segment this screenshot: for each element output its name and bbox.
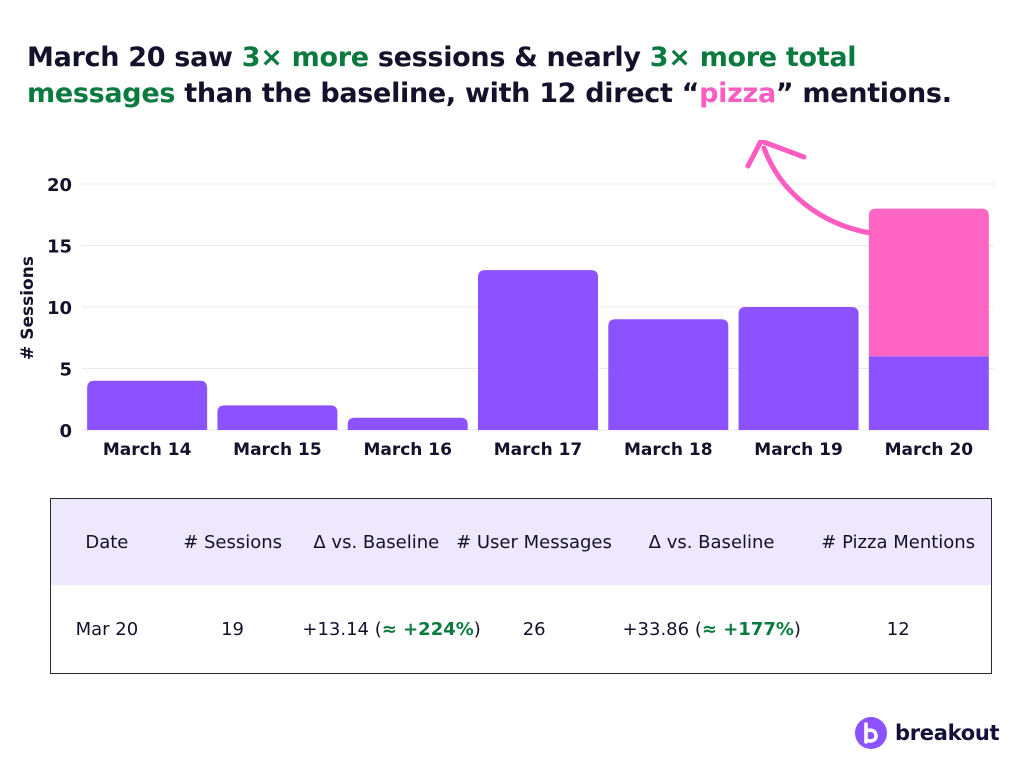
messages-delta-percent: ≈ +177%: [701, 618, 794, 640]
sessions-delta-value: +13.14: [302, 618, 369, 640]
cell-messages-delta: +33.86 (≈ +177%): [622, 618, 801, 640]
bar-march-18-series-1: [608, 319, 729, 430]
headline-text: ” mentions.: [775, 78, 952, 109]
brand-logo: breakout: [855, 717, 1000, 749]
messages-delta-value: +33.86: [622, 618, 690, 640]
logo-text: breakout: [895, 721, 1000, 745]
bar-march-15-series-1: [217, 405, 338, 430]
breakout-logo-icon: [855, 717, 887, 749]
y-tick-label: 15: [47, 237, 72, 258]
header-date: Date: [85, 531, 129, 553]
header-messages-delta: Δ vs. Baseline: [648, 531, 775, 553]
headline-text: than the baseline, with 12 direct “: [175, 78, 700, 109]
cell-date: Mar 20: [75, 618, 139, 640]
x-tick-label: March 18: [624, 440, 713, 460]
header-sessions-delta: Δ vs. Baseline: [313, 531, 440, 553]
headline-highlight-sessions: 3× more: [241, 42, 369, 73]
y-tick-label: 20: [47, 175, 72, 196]
cell-sessions-delta: +13.14 (≈ +224%): [302, 618, 481, 640]
table-header-row: Date # Sessions Δ vs. Baseline # User Me…: [51, 499, 991, 585]
bar-march-14-series-1: [87, 380, 208, 430]
y-tick-label: 0: [59, 421, 72, 442]
table-row: Mar 20 19 +13.14 (≈ +224%) 26 +33.86 (≈ …: [51, 585, 991, 673]
y-axis-label: # Sessions: [18, 256, 38, 360]
bar-march-20-series-2: [868, 208, 989, 357]
x-tick-label: March 19: [754, 440, 843, 460]
cell-pizza-mentions: 12: [886, 618, 910, 640]
chart-bars: [87, 208, 989, 430]
y-tick-label: 5: [59, 360, 72, 381]
x-tick-label: March 16: [363, 440, 452, 460]
header-sessions: # Sessions: [183, 531, 283, 553]
headline-text: March 20 saw: [27, 42, 242, 73]
comparison-table: Date # Sessions Δ vs. Baseline # User Me…: [50, 498, 992, 674]
sessions-delta-percent: ≈ +224%: [381, 618, 474, 640]
cell-user-messages: 26: [522, 618, 546, 640]
annotation-arrow: [761, 145, 873, 236]
header-user-messages: # User Messages: [456, 531, 612, 553]
bar-march-16-series-1: [347, 417, 468, 430]
x-tick-label: March 17: [494, 440, 583, 460]
x-tick-label: March 20: [885, 440, 974, 460]
bar-march-19-series-1: [738, 307, 859, 430]
cell-sessions: 19: [221, 618, 244, 640]
headline-highlight-messages: 3× more total messages: [27, 42, 857, 109]
bar-march-20-series-1: [868, 356, 989, 430]
x-tick-label: March 15: [233, 440, 322, 460]
y-axis-ticks: 0 5 10 15 20: [47, 175, 72, 442]
x-axis-ticks: March 14 March 15 March 16 March 17 March 18…: [103, 440, 973, 460]
headline: March 20 saw 3× more sessions & nearly 3…: [27, 40, 1007, 112]
y-tick-label: 10: [47, 298, 72, 319]
headline-highlight-pizza: pizza: [699, 78, 776, 109]
bar-march-17-series-1: [478, 270, 598, 430]
annotation-arrowhead: [745, 140, 807, 169]
header-pizza-mentions: # Pizza Mentions: [821, 531, 976, 553]
x-tick-label: March 14: [103, 440, 192, 460]
headline-text: sessions & nearly: [368, 42, 650, 73]
